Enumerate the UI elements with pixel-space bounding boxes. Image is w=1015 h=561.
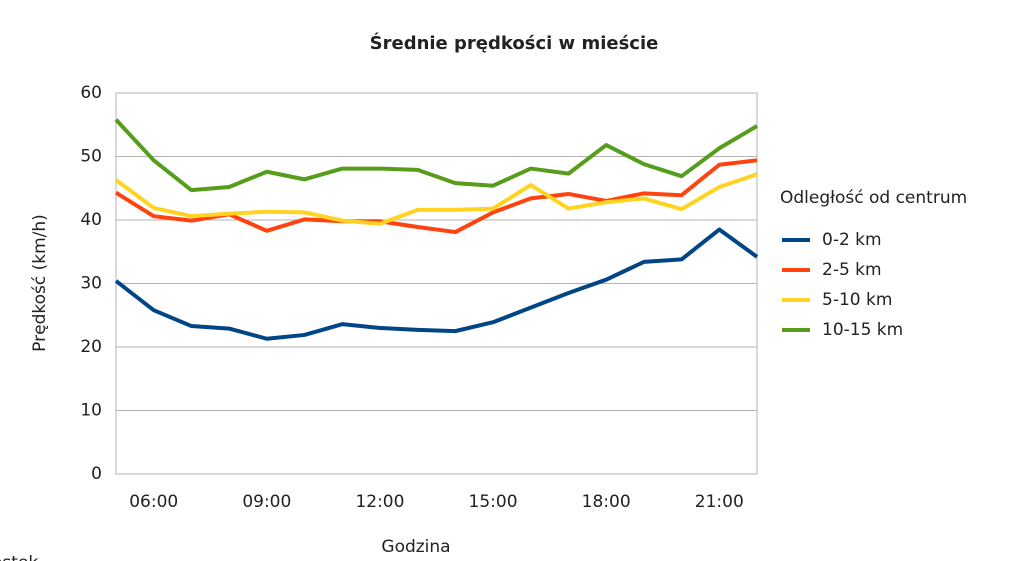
plot-border bbox=[115, 92, 758, 475]
legend-title: Odległość od centrum bbox=[780, 188, 967, 208]
legend-label: 2-5 km bbox=[822, 260, 882, 280]
footer-fragment: ostek bbox=[0, 553, 38, 561]
x-tick-label: 18:00 bbox=[582, 492, 631, 512]
x-tick-label: 12:00 bbox=[355, 492, 404, 512]
x-tick-label: 06:00 bbox=[129, 492, 178, 512]
series-line bbox=[114, 118, 759, 193]
y-tick-label: 60 bbox=[80, 83, 102, 103]
x-tick-label: 21:00 bbox=[695, 492, 744, 512]
series-line bbox=[114, 227, 759, 341]
legend-label: 5-10 km bbox=[822, 290, 892, 310]
y-axis-label: Prędkość (km/h) bbox=[30, 214, 50, 352]
y-tick-label: 20 bbox=[80, 337, 102, 357]
y-tick-label: 30 bbox=[80, 274, 102, 294]
x-tick-label: 09:00 bbox=[242, 492, 291, 512]
series-line bbox=[114, 172, 758, 226]
legend-label: 10-15 km bbox=[822, 320, 903, 340]
chart-title: Średnie prędkości w mieście bbox=[370, 32, 659, 54]
x-tick-label: 15:00 bbox=[469, 492, 518, 512]
y-tick-label: 0 bbox=[91, 464, 102, 484]
y-tick-label: 50 bbox=[80, 147, 102, 167]
y-tick-label: 40 bbox=[80, 210, 102, 230]
y-tick-label: 10 bbox=[80, 401, 102, 421]
x-axis-label: Godzina bbox=[381, 537, 450, 557]
legend-label: 0-2 km bbox=[822, 230, 882, 250]
